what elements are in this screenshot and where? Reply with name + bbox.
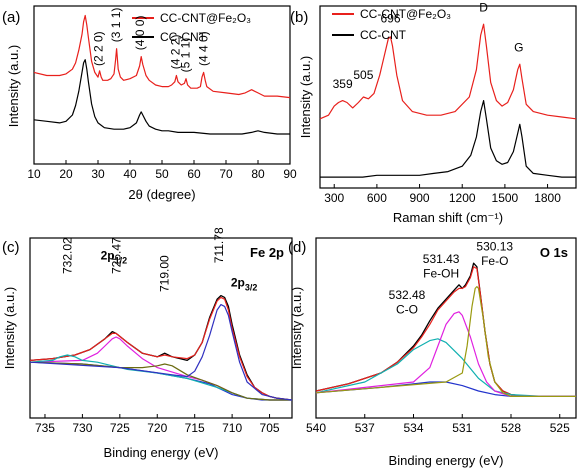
panel-d-x-ticks: 540 537 534 531 528 525 bbox=[306, 414, 570, 435]
legend-label-cc-cnt-fe2o3: CC-CNT@Fe₂O₃ bbox=[360, 7, 451, 21]
annotation-label: 732.02 bbox=[60, 237, 74, 274]
x-tick-label: 1500 bbox=[492, 191, 519, 205]
annotation-label: Fe-O bbox=[481, 254, 508, 268]
series-line-component-4 bbox=[30, 355, 292, 400]
x-tick-label: 1800 bbox=[534, 191, 561, 205]
x-tick-label: 600 bbox=[367, 191, 387, 205]
x-tick-label: 540 bbox=[306, 421, 326, 435]
x-tick-label: 90 bbox=[283, 167, 297, 181]
x-tick-label: 537 bbox=[355, 421, 375, 435]
x-tick-label: 80 bbox=[251, 167, 265, 181]
series-line-component-3 bbox=[30, 337, 292, 400]
legend-label-cc-cnt: CC-CNT bbox=[360, 28, 407, 42]
annotation-label: (2 2 0) bbox=[92, 31, 106, 66]
panel-b-xlabel: Raman shift (cm⁻¹) bbox=[393, 210, 503, 225]
panel-c-xlabel: Binding energy (eV) bbox=[104, 445, 219, 460]
panel-b-x-ticks: 300 600 900 1200 1500 1800 bbox=[324, 184, 561, 205]
x-tick-label: 735 bbox=[35, 421, 55, 435]
series-line-fit-envelope-1 bbox=[30, 297, 292, 400]
series-line-fit-envelope-1 bbox=[316, 267, 576, 397]
annotation-label: C-O bbox=[396, 303, 418, 317]
panel-d-annotations: 531.43Fe-OH 530.13Fe-O 532.48C-O bbox=[389, 240, 514, 317]
annotation-label: 696 bbox=[381, 11, 401, 25]
annotation-label: 532.48 bbox=[389, 288, 426, 302]
x-tick-label: 30 bbox=[91, 167, 105, 181]
x-tick-label: 50 bbox=[155, 167, 169, 181]
panel-d-xlabel: Binding energy (eV) bbox=[389, 453, 504, 468]
x-tick-label: 534 bbox=[403, 421, 423, 435]
panel-d-o1s-xps: 540 537 534 531 528 525 (d) O 1s Binding ener… bbox=[288, 238, 576, 468]
panel-c-series bbox=[30, 296, 292, 400]
annotation-label: 531.43 bbox=[423, 252, 460, 266]
panel-a-xlabel: 2θ (degree) bbox=[128, 187, 195, 202]
series-line-component-3 bbox=[316, 339, 576, 397]
x-tick-label: 710 bbox=[222, 421, 242, 435]
annotation-label: 530.13 bbox=[476, 240, 513, 254]
x-tick-label: 720 bbox=[147, 421, 167, 435]
annotation-label: (4 4 0) bbox=[196, 31, 210, 66]
x-tick-label: 60 bbox=[187, 167, 201, 181]
x-tick-label: 70 bbox=[219, 167, 233, 181]
x-tick-label: 525 bbox=[550, 421, 570, 435]
x-tick-label: 10 bbox=[27, 167, 41, 181]
x-tick-label: 715 bbox=[185, 421, 205, 435]
panel-c-ylabel: Intensity (a.u.) bbox=[2, 287, 17, 369]
annotation-label: 2p3/2 bbox=[231, 276, 258, 293]
panel-a-label: (a) bbox=[2, 9, 20, 26]
panel-b-ylabel: Intensity (a.u.) bbox=[298, 56, 313, 138]
series-line-component-5 bbox=[30, 362, 292, 400]
x-tick-label: 705 bbox=[260, 421, 280, 435]
panel-c-title: Fe 2p bbox=[250, 245, 284, 260]
annotation-label: 359 bbox=[333, 77, 353, 91]
annotation-label: D bbox=[479, 0, 488, 14]
annotation-label: (4 0 0) bbox=[133, 16, 147, 51]
annotation-label: Fe-OH bbox=[423, 267, 459, 281]
x-tick-label: 531 bbox=[452, 421, 472, 435]
panel-c-label: (c) bbox=[2, 239, 20, 256]
annotation-label: (5 1 1) bbox=[179, 38, 193, 73]
panel-c-x-ticks: 735 730 725 720 715 710 705 bbox=[35, 414, 280, 435]
x-tick-label: 730 bbox=[72, 421, 92, 435]
x-tick-label: 20 bbox=[59, 167, 73, 181]
x-tick-label: 900 bbox=[410, 191, 430, 205]
panel-d-series bbox=[316, 263, 576, 396]
x-tick-label: 40 bbox=[123, 167, 137, 181]
panel-d-ylabel: Intensity (a.u.) bbox=[289, 287, 304, 369]
panel-a-xrd: 10 20 30 40 50 60 70 80 90 (a) 2θ (degree) Inten… bbox=[2, 6, 297, 202]
x-tick-label: 300 bbox=[324, 191, 344, 205]
series-line-component-5 bbox=[316, 287, 576, 397]
series-line-background-2 bbox=[30, 362, 292, 400]
annotation-label: 711.78 bbox=[212, 227, 226, 263]
panel-d-label: (d) bbox=[288, 239, 306, 256]
series-line-cc-cnt-fe-o--0 bbox=[34, 16, 290, 98]
x-tick-label: 725 bbox=[110, 421, 130, 435]
panel-c-annotations: 732.02725.47719.00711.782p1/22p3/2 bbox=[60, 227, 257, 293]
annotation-label: (3 1 1) bbox=[109, 8, 123, 43]
panel-b-series bbox=[320, 24, 576, 177]
panel-b-label: (b) bbox=[290, 9, 308, 26]
x-tick-label: 528 bbox=[501, 421, 521, 435]
panel-a-x-ticks: 10 20 30 40 50 60 70 80 90 bbox=[27, 160, 297, 181]
x-tick-label: 1200 bbox=[449, 191, 476, 205]
panel-c-fe2p-xps: 735 730 725 720 715 710 705 (c) Fe 2p Binding … bbox=[2, 227, 292, 460]
series-line-measured-0 bbox=[316, 263, 576, 396]
panel-b-raman: 300 600 900 1200 1500 1800 (b) Raman shift (c… bbox=[290, 0, 576, 225]
panel-b-frame bbox=[320, 6, 576, 188]
legend-label-cc-cnt-fe2o3: CC-CNT@Fe₂O₃ bbox=[160, 11, 251, 25]
annotation-label: 719.00 bbox=[158, 255, 172, 292]
annotation-label: 505 bbox=[353, 68, 373, 82]
annotation-label: G bbox=[514, 41, 523, 55]
panel-a-ylabel: Intensity (a.u.) bbox=[6, 45, 21, 127]
series-line-cc-cnt-1 bbox=[34, 60, 290, 134]
panel-d-title: O 1s bbox=[540, 245, 568, 260]
